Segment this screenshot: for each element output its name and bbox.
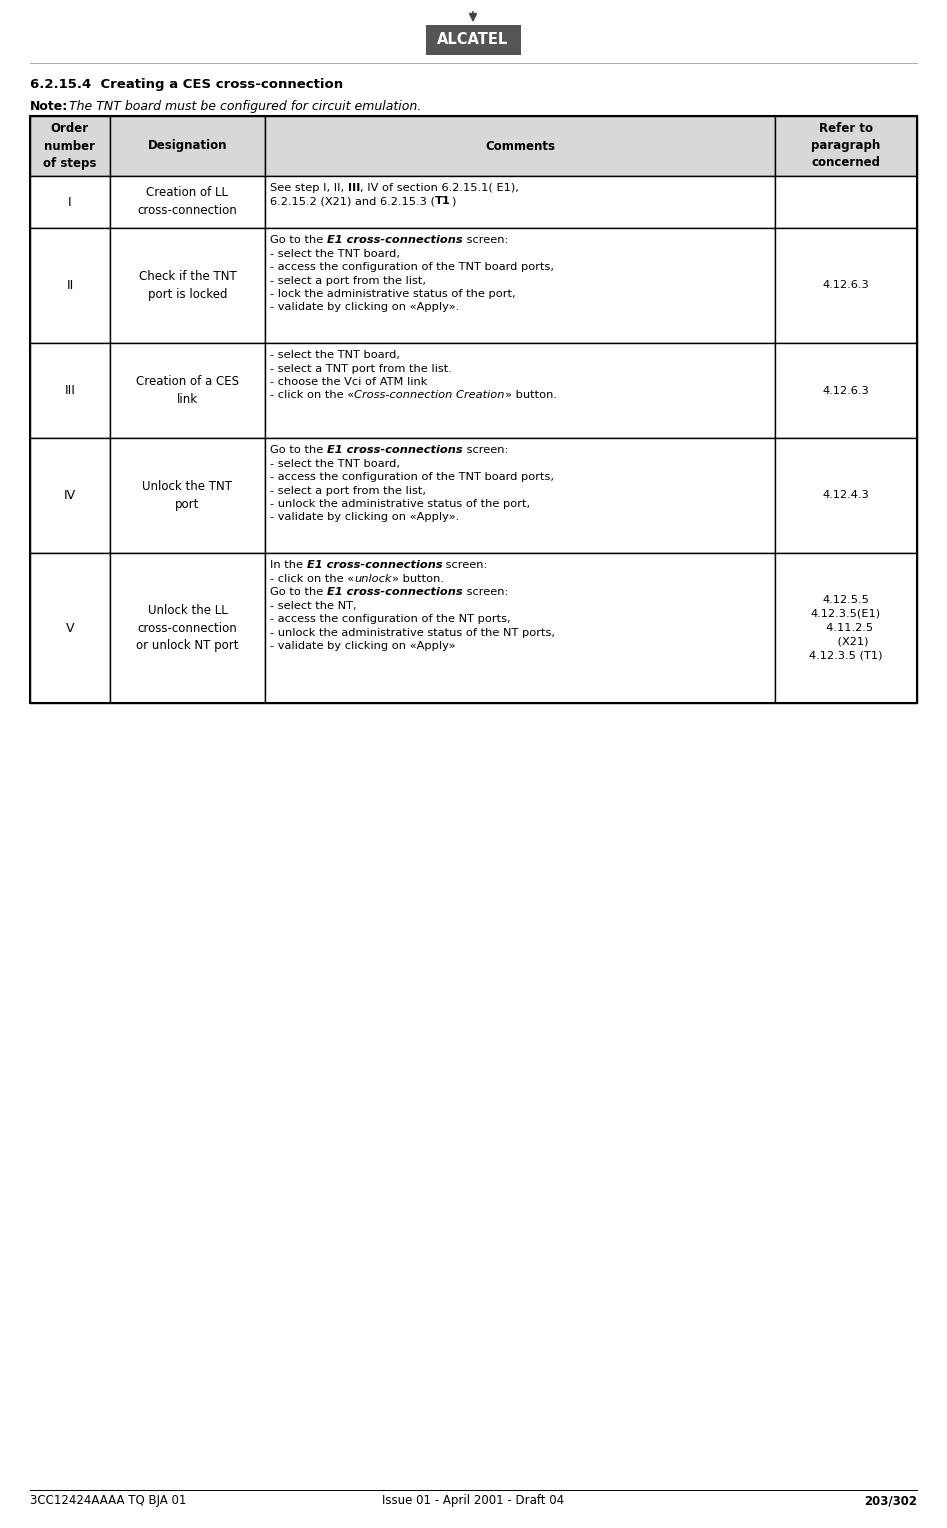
Text: 6.2.15.4  Creating a CES cross-connection: 6.2.15.4 Creating a CES cross-connection	[30, 78, 343, 92]
Text: I: I	[68, 196, 72, 208]
Text: ALCATEL: ALCATEL	[438, 32, 509, 47]
Text: 4.12.5.5
4.12.3.5(E1)
  4.11.2.5
    (X21)
4.12.3.5 (T1): 4.12.5.5 4.12.3.5(E1) 4.11.2.5 (X21) 4.1…	[810, 594, 883, 662]
Bar	[775, 553, 917, 703]
Text: Unlock the LL
cross-connection
or unlock NT port: Unlock the LL cross-connection or unlock…	[136, 604, 239, 652]
Text: III: III	[64, 384, 76, 397]
Text: ): )	[451, 197, 456, 206]
Text: See step I, II,: See step I, II,	[270, 183, 348, 193]
Bar	[30, 116, 110, 176]
Text: » button.: » button.	[505, 391, 557, 400]
Text: - lock the administrative status of the port,: - lock the administrative status of the …	[270, 289, 516, 299]
Bar	[30, 439, 110, 553]
Text: - select a port from the list,: - select a port from the list,	[270, 486, 426, 495]
Text: Go to the: Go to the	[270, 235, 327, 244]
Bar	[265, 439, 775, 553]
Text: Cross-connection Creation: Cross-connection Creation	[354, 391, 505, 400]
Text: T1: T1	[435, 197, 451, 206]
Text: - choose the Vci of ATM link: - choose the Vci of ATM link	[270, 377, 427, 387]
Text: - access the configuration of the NT ports,: - access the configuration of the NT por…	[270, 614, 510, 623]
Bar	[425, 24, 521, 55]
Bar	[265, 342, 775, 439]
Bar	[265, 553, 775, 703]
Text: - validate by clicking on «Apply».: - validate by clicking on «Apply».	[270, 512, 459, 523]
Bar	[110, 439, 265, 553]
Text: The TNT board must be configured for circuit emulation.: The TNT board must be configured for cir…	[65, 99, 421, 113]
Text: V: V	[65, 622, 74, 634]
Text: 4.12.4.3: 4.12.4.3	[823, 490, 869, 501]
Text: - select the TNT board,: - select the TNT board,	[270, 350, 400, 361]
Text: - unlock the administrative status of the port,: - unlock the administrative status of th…	[270, 500, 530, 509]
Bar	[775, 342, 917, 439]
Bar	[110, 176, 265, 228]
Text: - validate by clicking on «Apply».: - validate by clicking on «Apply».	[270, 303, 459, 313]
Text: - click on the «: - click on the «	[270, 391, 354, 400]
Text: Refer to
paragraph
concerned: Refer to paragraph concerned	[812, 122, 881, 170]
Text: - select a port from the list,: - select a port from the list,	[270, 275, 426, 286]
Text: 203/302: 203/302	[864, 1494, 917, 1507]
Text: unlock: unlock	[354, 573, 392, 584]
Text: E1 cross-connections: E1 cross-connections	[327, 235, 462, 244]
Bar	[30, 553, 110, 703]
Text: Creation of a CES
link: Creation of a CES link	[136, 374, 239, 406]
Text: - access the configuration of the TNT board ports,: - access the configuration of the TNT bo…	[270, 261, 554, 272]
Bar	[110, 116, 265, 176]
Text: IV: IV	[63, 489, 76, 503]
Bar	[30, 176, 110, 228]
Text: In the: In the	[270, 559, 307, 570]
Text: screen:: screen:	[462, 587, 508, 597]
Text: » button.: » button.	[392, 573, 444, 584]
Text: - select the TNT board,: - select the TNT board,	[270, 458, 400, 469]
Bar	[30, 116, 917, 703]
Text: , IV of section 6.2.15.1( E1),: , IV of section 6.2.15.1( E1),	[360, 183, 519, 193]
Bar	[775, 116, 917, 176]
Text: 6.2.15.2 (X21) and 6.2.15.3 (: 6.2.15.2 (X21) and 6.2.15.3 (	[270, 197, 435, 206]
Text: screen:: screen:	[442, 559, 488, 570]
Text: E1 cross-connections: E1 cross-connections	[327, 587, 462, 597]
Text: - access the configuration of the TNT board ports,: - access the configuration of the TNT bo…	[270, 472, 554, 481]
Text: Go to the: Go to the	[270, 445, 327, 455]
Text: 4.12.6.3: 4.12.6.3	[823, 385, 869, 396]
Text: Comments: Comments	[485, 139, 555, 153]
Text: - click on the «: - click on the «	[270, 573, 354, 584]
Text: Check if the TNT
port is locked: Check if the TNT port is locked	[138, 270, 237, 301]
Text: II: II	[66, 280, 74, 292]
Bar	[775, 228, 917, 342]
Bar	[265, 116, 775, 176]
Text: Issue 01 - April 2001 - Draft 04: Issue 01 - April 2001 - Draft 04	[383, 1494, 564, 1507]
Text: Note:: Note:	[30, 99, 68, 113]
Text: Designation: Designation	[148, 139, 227, 153]
Text: - select the NT,: - select the NT,	[270, 601, 357, 611]
Bar	[110, 342, 265, 439]
Text: - select the TNT board,: - select the TNT board,	[270, 249, 400, 258]
Text: screen:: screen:	[462, 445, 508, 455]
Text: - validate by clicking on «Apply»: - validate by clicking on «Apply»	[270, 642, 456, 651]
Text: Order
number
of steps: Order number of steps	[44, 122, 97, 170]
Bar	[775, 439, 917, 553]
Text: 4.12.6.3: 4.12.6.3	[823, 281, 869, 290]
Bar	[30, 228, 110, 342]
Bar	[110, 228, 265, 342]
Text: Creation of LL
cross-connection: Creation of LL cross-connection	[137, 186, 238, 217]
Text: III: III	[348, 183, 360, 193]
Bar	[110, 553, 265, 703]
Bar	[775, 176, 917, 228]
Bar	[265, 228, 775, 342]
Bar	[30, 342, 110, 439]
Text: Go to the: Go to the	[270, 587, 327, 597]
Text: screen:: screen:	[462, 235, 508, 244]
Text: E1 cross-connections: E1 cross-connections	[327, 445, 462, 455]
Text: E1 cross-connections: E1 cross-connections	[307, 559, 442, 570]
Text: Unlock the TNT
port: Unlock the TNT port	[142, 480, 232, 510]
Bar	[265, 176, 775, 228]
Text: - select a TNT port from the list.: - select a TNT port from the list.	[270, 364, 452, 373]
Text: - unlock the administrative status of the NT ports,: - unlock the administrative status of th…	[270, 628, 555, 637]
Text: 3CC12424AAAA TQ BJA 01: 3CC12424AAAA TQ BJA 01	[30, 1494, 187, 1507]
